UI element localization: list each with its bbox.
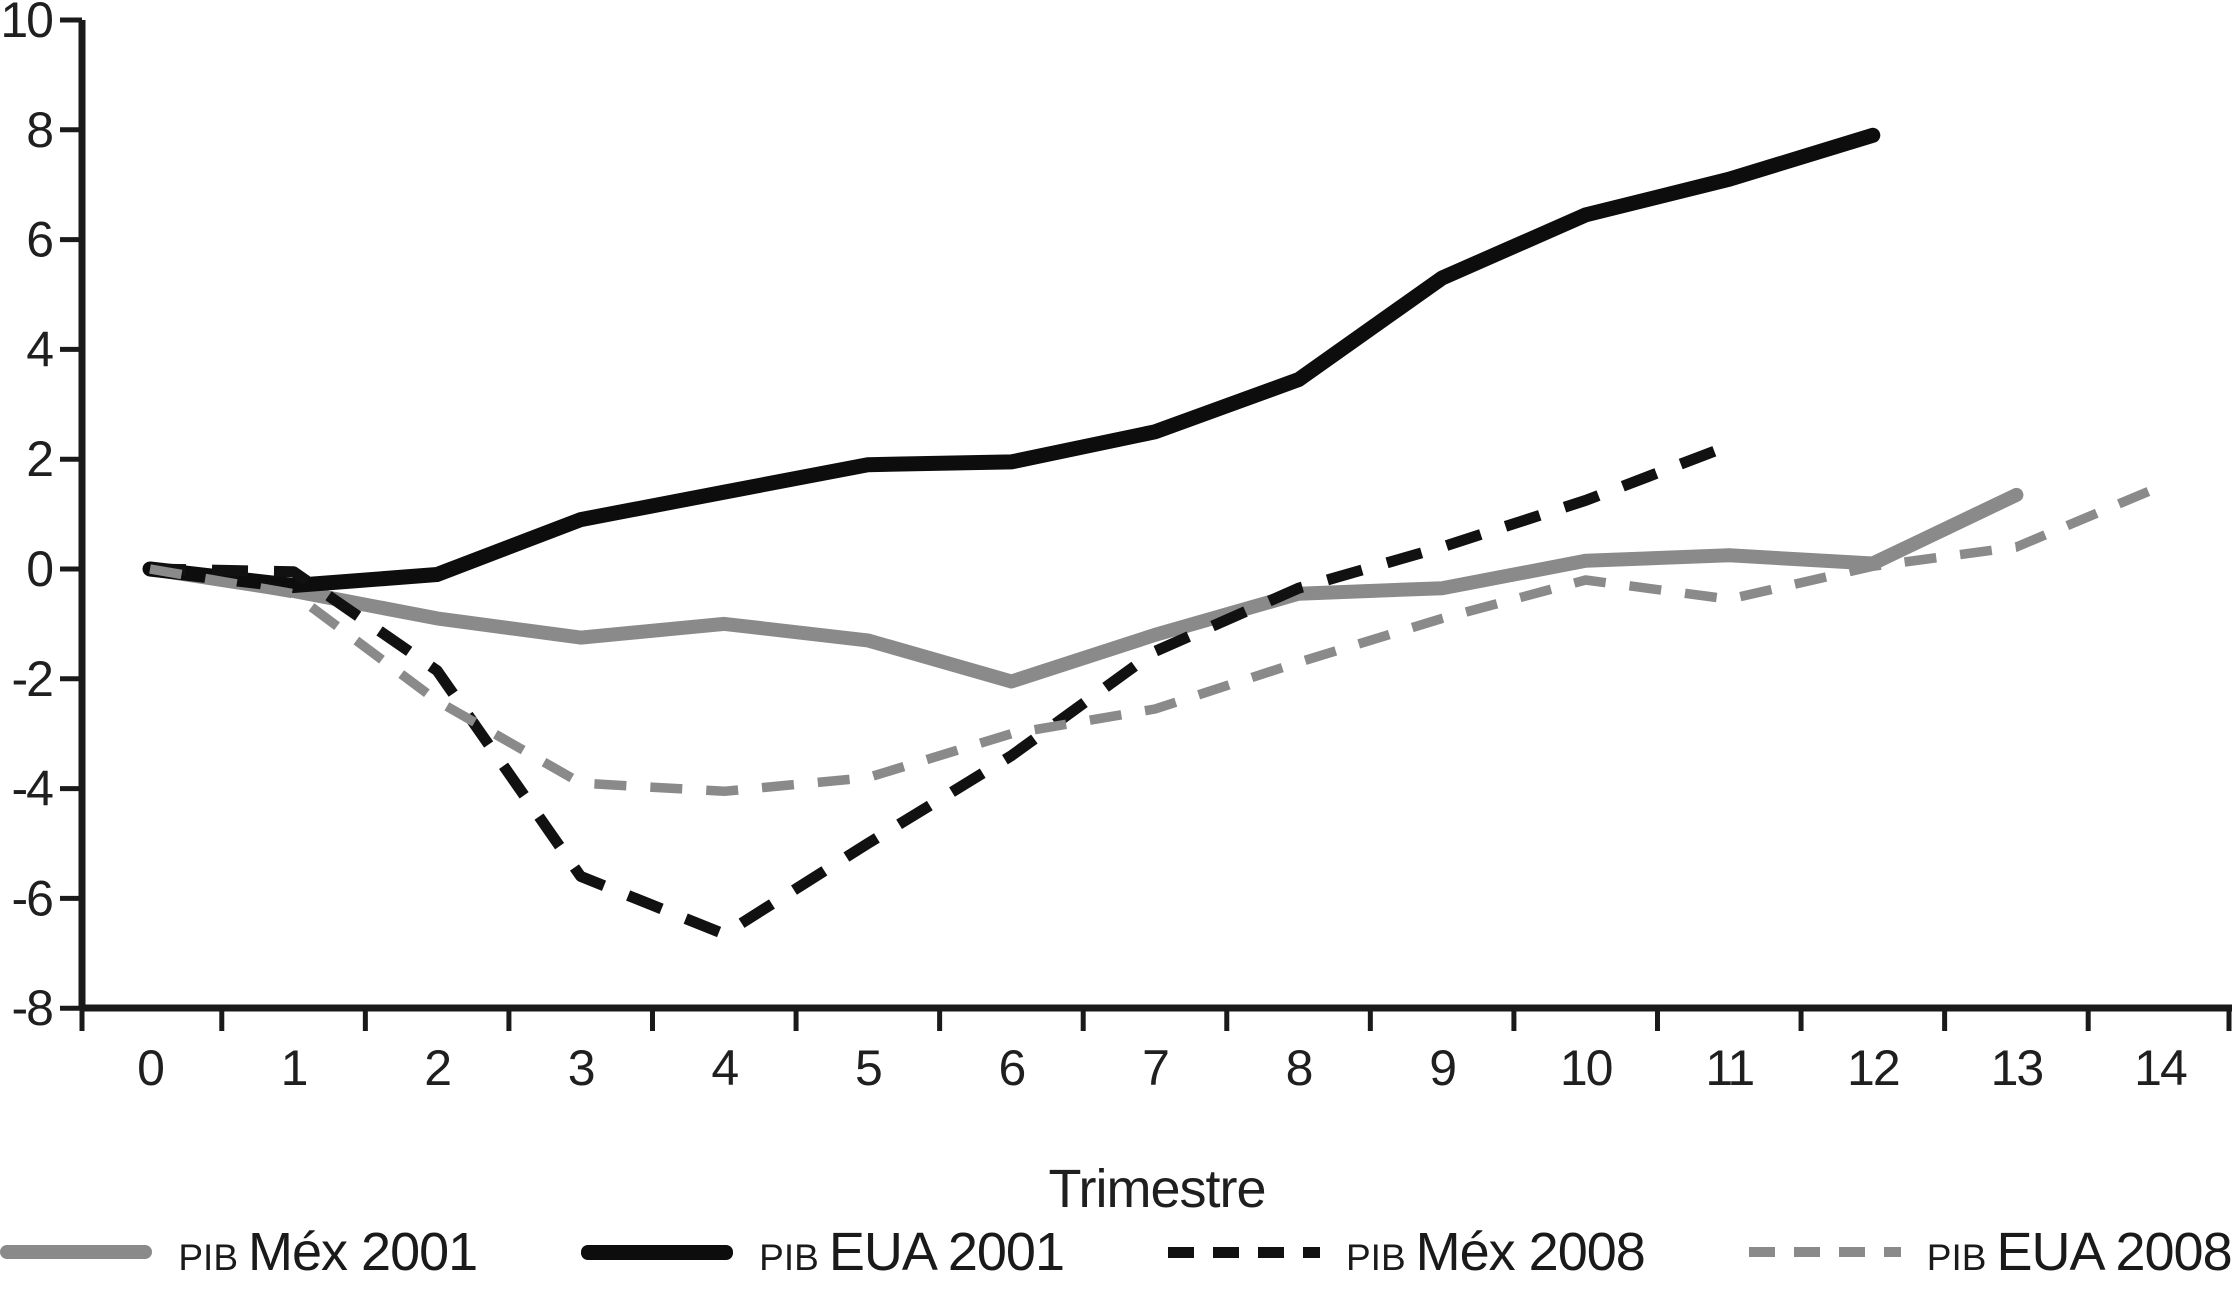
x-tick-label: 11 bbox=[1705, 1040, 1753, 1096]
x-tick-label: 0 bbox=[137, 1040, 163, 1096]
x-tick-label: 7 bbox=[1142, 1040, 1168, 1096]
x-tick-label: 13 bbox=[1991, 1040, 2043, 1096]
x-tick-label: 10 bbox=[1560, 1040, 1612, 1096]
legend-label-series: EUA 2001 bbox=[828, 1222, 1065, 1282]
y-tick-label: 4 bbox=[26, 321, 53, 377]
line-pib-eua-2008 bbox=[149, 482, 2162, 797]
line-pib-eua-2001 bbox=[142, 127, 1881, 593]
legend-item-pib-eua-2001: PIB EUA 2001 bbox=[581, 1222, 1065, 1282]
legend-swatch-solid bbox=[581, 1244, 734, 1260]
x-tick-label: 2 bbox=[424, 1040, 450, 1096]
legend-label-series: EUA 2008 bbox=[1996, 1222, 2232, 1282]
x-tick-label: 12 bbox=[1847, 1040, 1899, 1096]
line-pib-m-x-2008 bbox=[149, 440, 1732, 940]
legend-label-pib: PIB bbox=[1926, 1237, 1987, 1278]
legend-label: PIB EUA 2001 bbox=[759, 1222, 1065, 1282]
legend-label: PIB Méx 2008 bbox=[1346, 1222, 1646, 1282]
y-tick-label: -6 bbox=[12, 870, 53, 926]
legend-label-pib: PIB bbox=[759, 1237, 819, 1278]
y-tick-label: 10 bbox=[0, 0, 52, 48]
x-tick-label: 9 bbox=[1429, 1040, 1455, 1096]
series-lines bbox=[142, 127, 2162, 940]
x-axis-title: Trimestre bbox=[1049, 1159, 1266, 1219]
y-tick-label: -2 bbox=[12, 651, 53, 707]
legend-swatch-dashed bbox=[1748, 1247, 1901, 1257]
y-tick-label: 8 bbox=[26, 102, 52, 158]
y-tick-label: 2 bbox=[26, 431, 52, 487]
legend: PIB Méx 2001 PIB EUA 2001 PIB Méx 2008 PIB EUA … bbox=[0, 1216, 2232, 1288]
x-tick-label: 4 bbox=[711, 1040, 738, 1096]
x-tick-label: 1 bbox=[281, 1040, 307, 1096]
legend-label: PIB Méx 2001 bbox=[178, 1222, 478, 1282]
x-tick-label: 8 bbox=[1286, 1040, 1312, 1096]
x-tick-label: 6 bbox=[999, 1040, 1025, 1096]
x-tick-label: 5 bbox=[855, 1040, 881, 1096]
legend-label-pib: PIB bbox=[1346, 1237, 1406, 1278]
x-tick-label: 3 bbox=[568, 1040, 594, 1096]
legend-item-pib-m-x-2001: PIB Méx 2001 bbox=[0, 1222, 478, 1282]
legend-label-pib: PIB bbox=[178, 1237, 239, 1278]
line-pib-m-x-2001 bbox=[143, 487, 2024, 689]
legend-label: PIB EUA 2008 bbox=[1927, 1225, 2232, 1279]
legend-label-series: Méx 2008 bbox=[1415, 1222, 1646, 1282]
y-tick-label: 0 bbox=[26, 541, 52, 597]
y-tick-label: -4 bbox=[12, 761, 54, 817]
legend-item-pib-eua-2008: PIB EUA 2008 bbox=[1748, 1225, 2232, 1279]
x-tick-label: 14 bbox=[2134, 1040, 2187, 1096]
y-tick-label: 6 bbox=[26, 212, 52, 268]
legend-swatch-solid bbox=[0, 1245, 153, 1259]
legend-item-pib-m-x-2008: PIB Méx 2008 bbox=[1168, 1222, 1646, 1282]
legend-swatch-dashed bbox=[1168, 1246, 1320, 1258]
y-tick-label: -8 bbox=[12, 980, 53, 1036]
legend-label-series: Méx 2001 bbox=[248, 1222, 478, 1282]
